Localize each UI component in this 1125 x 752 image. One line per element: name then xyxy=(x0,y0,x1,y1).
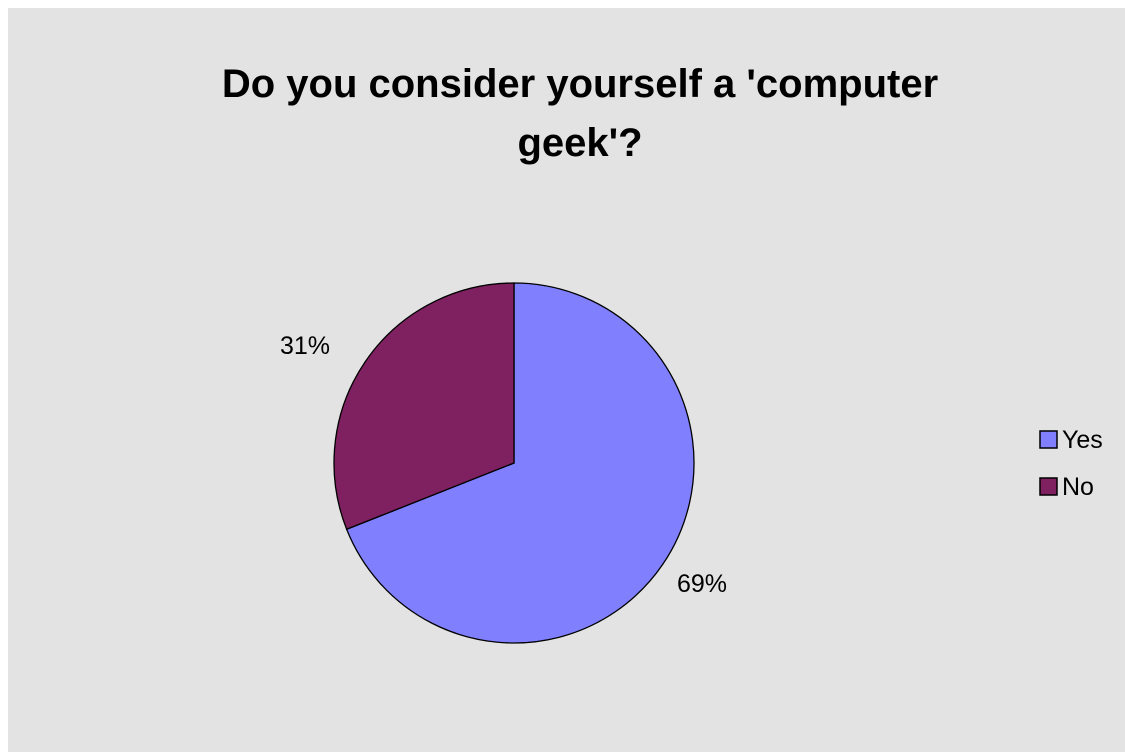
legend: Yes No xyxy=(1039,426,1103,501)
legend-swatch-no xyxy=(1039,477,1058,496)
pie-slices xyxy=(333,282,695,644)
pie-slice-yes xyxy=(345,282,695,644)
legend-swatch-yes xyxy=(1039,430,1058,449)
data-label-yes: 69% xyxy=(677,570,727,598)
chart-title: Do you consider yourself a 'computer gee… xyxy=(221,62,939,165)
pie-slice-no xyxy=(333,282,515,531)
data-labels: 69% 31% xyxy=(280,332,727,598)
data-label-no: 31% xyxy=(280,332,330,360)
legend-label-yes: Yes xyxy=(1062,426,1103,454)
legend-label-no: No xyxy=(1062,473,1094,501)
